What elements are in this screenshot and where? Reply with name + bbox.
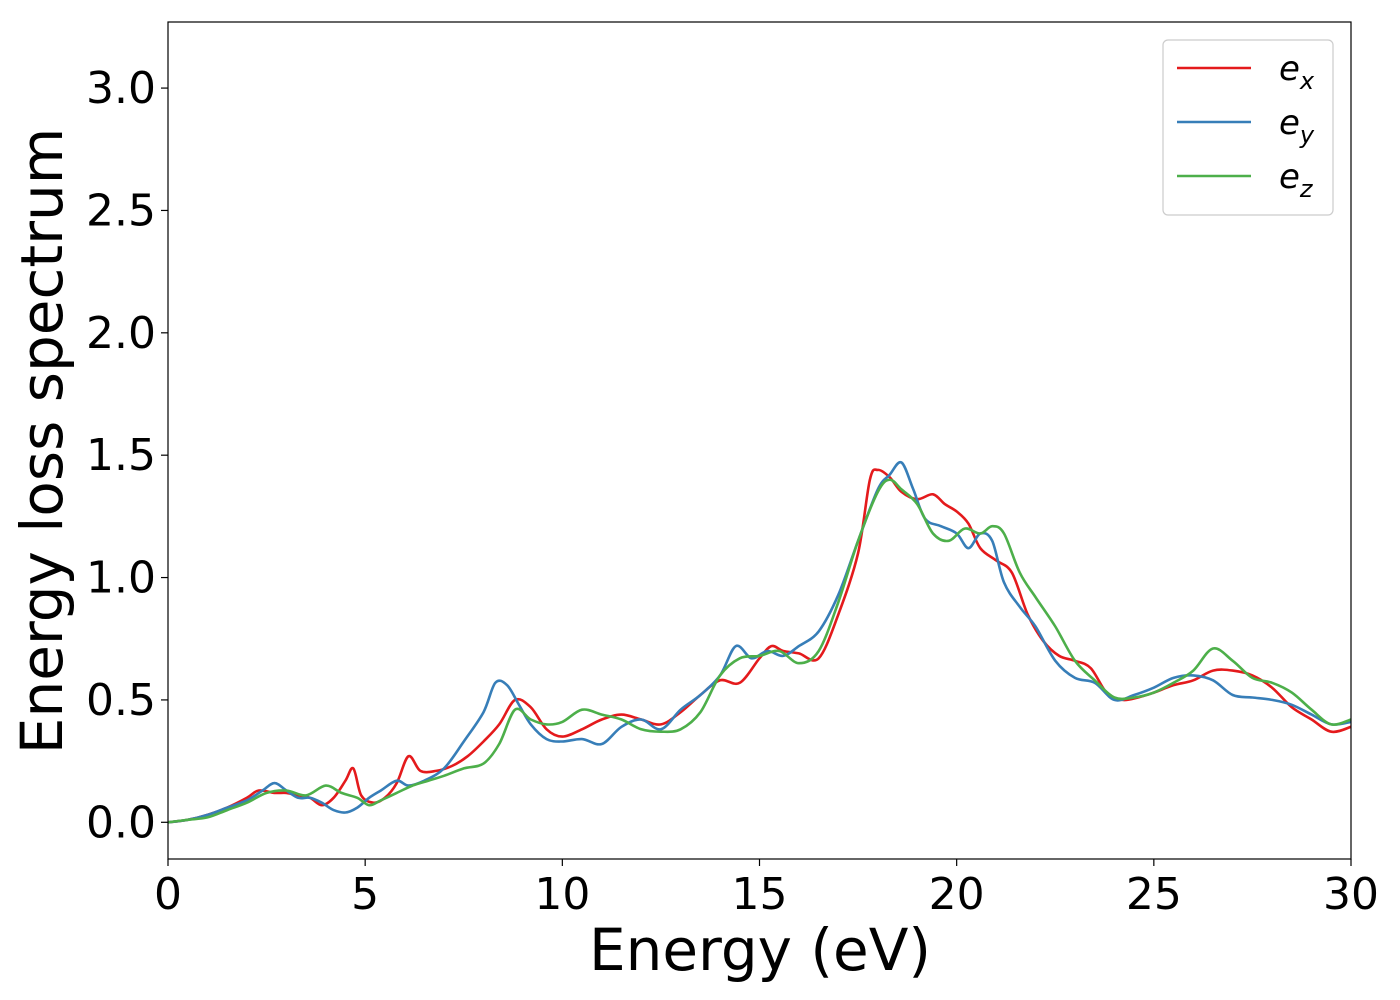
- x-tick-label: 5: [351, 869, 379, 920]
- legend-box: [1162, 39, 1334, 216]
- series-line-ex: [168, 468, 1351, 824]
- x-tick-label: 0: [154, 869, 182, 920]
- x-tick-label: 20: [929, 869, 985, 920]
- legend-label: ey: [1279, 103, 1315, 149]
- y-axis-label: Energy loss spectrum: [8, 128, 76, 754]
- x-tick-label: 30: [1323, 869, 1379, 920]
- series-line-ez: [168, 478, 1351, 824]
- series-line-ey: [168, 460, 1351, 824]
- y-tick-label: 1.0: [86, 553, 156, 604]
- x-tick-label: 10: [534, 869, 590, 920]
- series-lines: [168, 460, 1351, 824]
- y-tick-label: 2.0: [86, 308, 156, 359]
- x-tick-label: 15: [732, 869, 788, 920]
- y-tick-label: 3.0: [86, 63, 156, 114]
- x-tick-label: 25: [1126, 869, 1182, 920]
- legend-label: ez: [1279, 157, 1314, 203]
- y-tick-label: 2.5: [86, 185, 156, 236]
- y-tick-label: 0.0: [86, 797, 156, 848]
- x-axis-ticks: 0 5 10 15 20 25 30: [154, 859, 1379, 920]
- y-axis-ticks: 0.0 0.5 1.0 1.5 2.0 2.5 3.0: [86, 63, 168, 848]
- legend: ex ey ez: [1162, 39, 1334, 216]
- x-axis-label: Energy (eV): [589, 916, 931, 984]
- legend-label: ex: [1279, 49, 1315, 95]
- y-tick-label: 1.5: [86, 430, 156, 481]
- y-tick-label: 0.5: [86, 675, 156, 726]
